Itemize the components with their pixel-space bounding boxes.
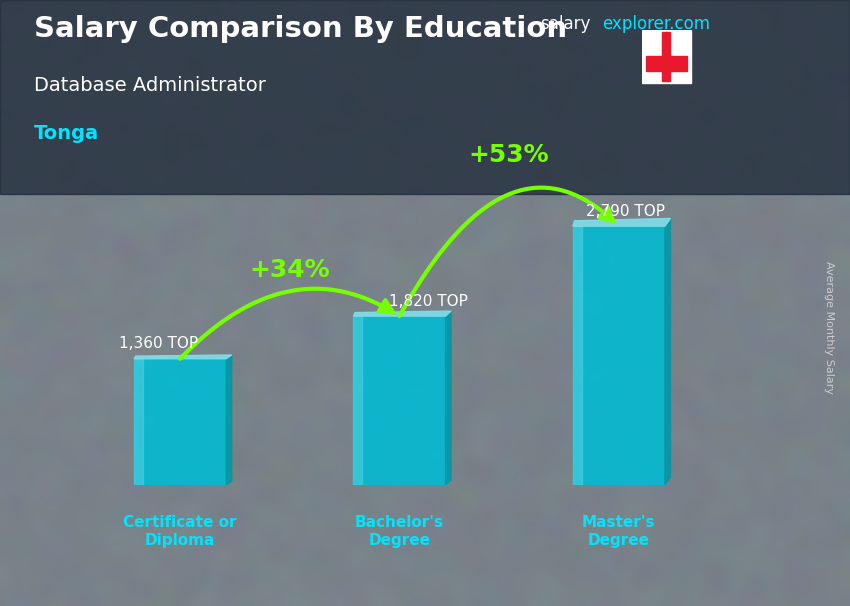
Polygon shape [226,355,232,485]
Polygon shape [354,311,451,316]
Text: Database Administrator: Database Administrator [34,76,266,95]
Text: Average Monthly Salary: Average Monthly Salary [824,261,834,394]
Text: +53%: +53% [469,144,549,167]
Polygon shape [573,226,581,485]
Polygon shape [134,359,143,485]
Text: salary: salary [540,15,590,33]
Text: Tonga: Tonga [34,124,99,143]
Polygon shape [642,30,690,84]
Polygon shape [134,359,226,485]
Text: Bachelor's
Degree: Bachelor's Degree [355,515,444,547]
Text: +34%: +34% [250,258,330,282]
Polygon shape [662,33,670,81]
Polygon shape [354,316,362,485]
Polygon shape [573,226,665,485]
Text: explorer.com: explorer.com [602,15,710,33]
Polygon shape [665,218,671,485]
Text: 2,790 TOP: 2,790 TOP [586,204,665,219]
Text: 1,360 TOP: 1,360 TOP [119,336,198,351]
Polygon shape [354,316,445,485]
Polygon shape [445,311,451,485]
Text: Master's
Degree: Master's Degree [582,515,655,547]
Text: Salary Comparison By Education: Salary Comparison By Education [34,15,567,43]
Polygon shape [646,56,687,71]
Polygon shape [134,355,232,359]
Polygon shape [573,218,671,226]
Text: Certificate or
Diploma: Certificate or Diploma [123,515,237,547]
Text: 1,820 TOP: 1,820 TOP [388,294,468,308]
